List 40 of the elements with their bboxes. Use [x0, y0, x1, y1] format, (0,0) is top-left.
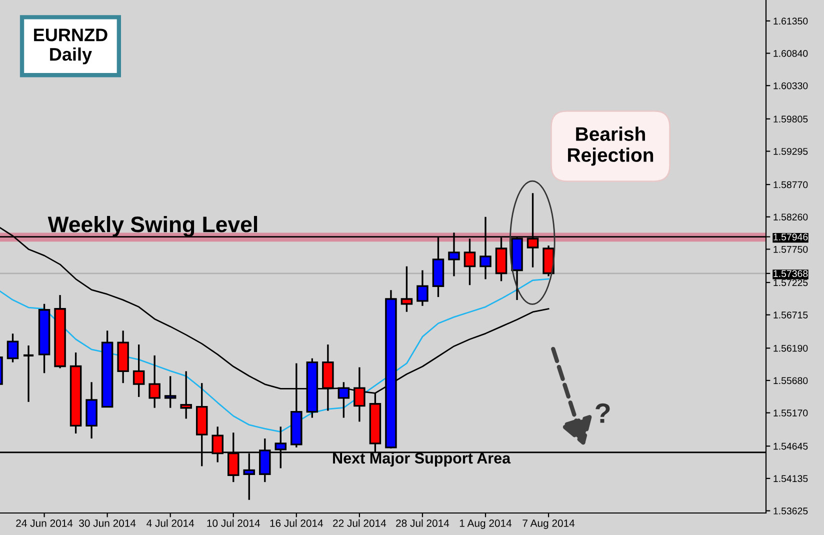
y-tick-label: 1.56715 [774, 312, 808, 318]
y-tick-label: 1.60840 [774, 50, 808, 57]
candlestick [164, 375, 176, 409]
candlestick [22, 344, 35, 403]
y-tick-label: 1.60330 [774, 82, 808, 90]
y-tick-label: 1.53625 [774, 508, 808, 514]
x-tick-label: 28 Jul 2014 [396, 519, 450, 527]
x-tick-label: 10 Jul 2014 [207, 519, 260, 527]
y-tick-label: 1.57225 [774, 279, 808, 286]
y-tick-label: 1.54135 [774, 475, 808, 482]
text: EURNZD Daily [34, 28, 108, 64]
y-tick-label: 1.56190 [774, 344, 808, 352]
y-tick-label: 1.61350 [774, 18, 808, 25]
y-tick-label: 1.58260 [774, 214, 808, 220]
candlestick [400, 265, 413, 313]
candlestick [132, 344, 145, 398]
y-tick-label: 1.57368 [774, 270, 808, 278]
y-tick-label: 1.59805 [774, 116, 808, 123]
ref-line-label: Weekly Swing Level [48, 216, 258, 237]
x-tick-label: 4 Jul 2014 [146, 519, 194, 527]
y-tick-label: 1.57750 [774, 246, 808, 253]
y-tick-label: 1.55680 [774, 377, 808, 384]
candlestick [180, 370, 192, 420]
y-tick-label: 1.58770 [774, 181, 808, 188]
x-tick-label: 30 Jun 2014 [79, 520, 136, 527]
ref-line-label: Next Major Support Area [333, 452, 511, 467]
y-tick-label: 1.57946 [774, 234, 808, 240]
y-tick-label: 1.55170 [774, 410, 808, 416]
y-tick-label: 1.59295 [774, 148, 808, 155]
candlestick [416, 269, 428, 307]
y-tick-label: 1.54645 [774, 442, 808, 450]
text: Bearish Rejection [568, 126, 654, 166]
x-tick-label: 1 Aug 2014 [460, 520, 512, 529]
candlestick [148, 354, 160, 409]
x-tick-label: 24 Jun 2014 [16, 520, 73, 527]
x-tick-label: 16 Jul 2014 [270, 519, 324, 527]
x-tick-label: 7 Aug 2014 [522, 520, 575, 529]
x-tick-label: 22 Jul 2014 [333, 519, 386, 527]
text: ? [596, 403, 610, 423]
candlestick [6, 332, 19, 364]
